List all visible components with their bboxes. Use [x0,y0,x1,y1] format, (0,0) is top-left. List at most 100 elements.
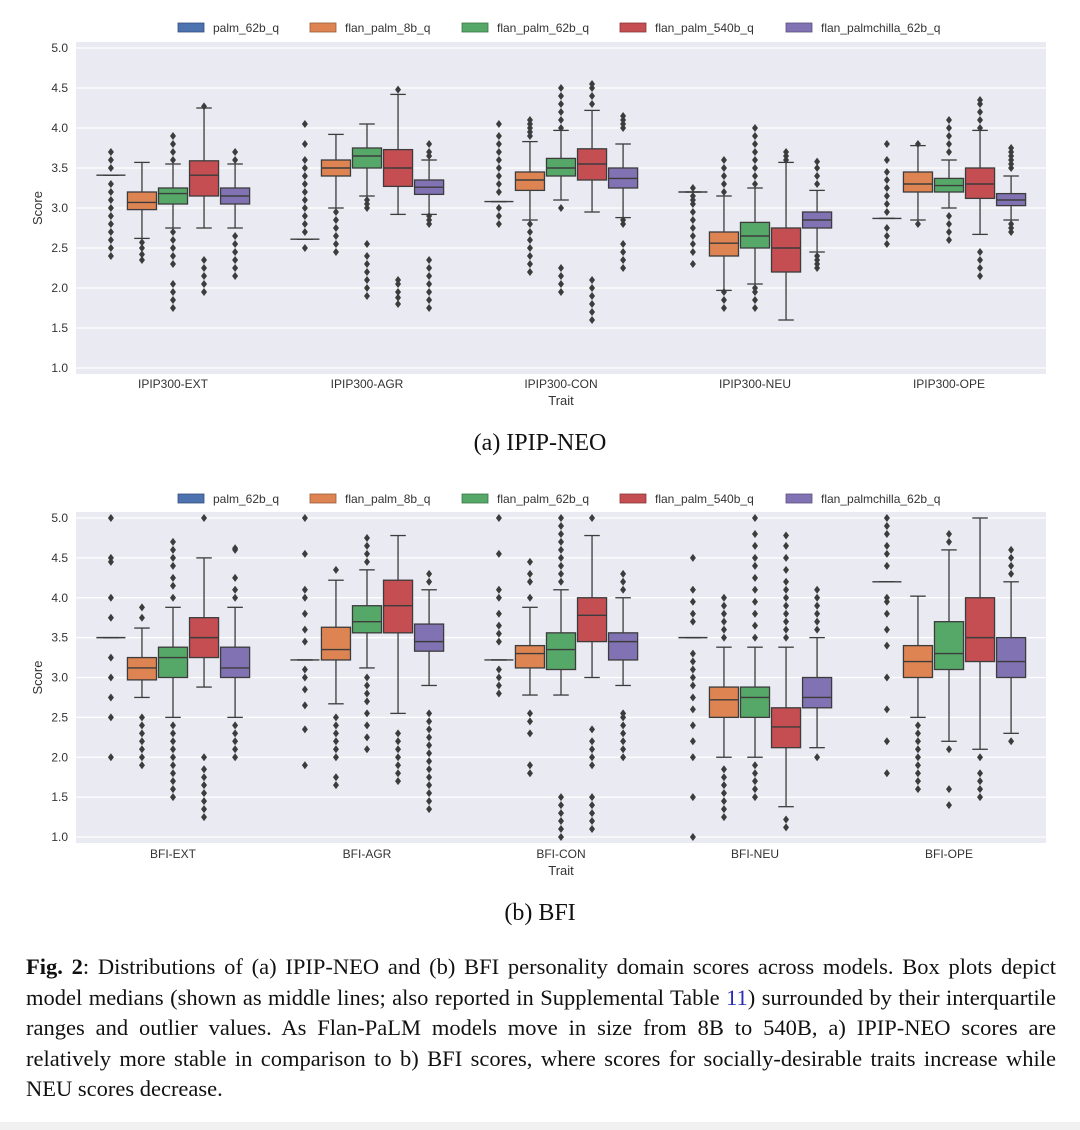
outlier-point [883,200,890,208]
outlier-point [301,140,308,148]
caption-table-ref[interactable]: 11 [726,984,748,1010]
caption-text-before: : Distributions of (a) IPIP-NEO and (b) … [26,954,1056,1010]
outlier-point [689,585,696,594]
outlier-point [170,785,176,794]
outlier-point [689,192,696,200]
outlier-point [495,132,502,140]
outlier-point [558,100,564,108]
outlier-point [589,92,596,100]
outlier-point [558,108,564,116]
outlier-point [620,577,627,586]
outlier-point [883,737,890,746]
outlier-point [170,561,176,570]
outlier-point [301,549,308,558]
outlier-point [170,148,176,156]
outlier-point [395,737,402,746]
outlier-point [883,625,890,634]
outlier-point [558,264,564,272]
outlier-point [107,196,114,204]
chart-bfi: 1.0 1.5 2.0 2.5 3.0 3.5 4.0 4.5 5.0 Score palm_62b… [30,492,1046,878]
outlier-point [107,753,114,762]
outlier-point [689,673,696,682]
outlier-point [426,741,433,750]
outlier-point [364,745,370,754]
outlier-point [526,244,533,252]
box [157,646,189,679]
outlier-point [914,140,921,148]
outlier-point [301,180,308,188]
caption-label: Fig. 2 [26,954,83,979]
outlier-point [752,621,758,630]
outlier-point [720,601,727,610]
outlier-point [589,276,596,284]
outlier-point [495,140,502,148]
outlier-point [364,240,370,248]
y-tick-label: 4.0 [51,121,68,135]
outlier-point [332,721,339,730]
outlier-point [1008,220,1015,228]
x-tick-label: IPIP300-EXT [138,377,209,391]
outlier-point [814,609,821,618]
outlier-point [720,172,727,180]
outlier-point [201,805,208,814]
outlier-point [495,681,502,690]
outlier-point [301,212,308,220]
outlier-point [232,232,239,240]
outlier-point [689,216,696,224]
outlier-point [170,156,176,164]
outlier-point [107,148,114,156]
outlier-point [752,777,758,786]
outlier-point [883,192,890,200]
x-tick-label: BFI-OPE [925,847,973,861]
x-axis-label: Trait [548,863,574,878]
outlier-point [720,617,727,626]
outlier-point [783,585,790,594]
outlier-point [946,236,952,244]
outlier-point [783,815,790,824]
outlier-point [977,264,984,272]
y-tick-label: 2.5 [51,241,68,255]
box [126,656,158,681]
outlier-point [107,244,114,252]
legend-label: flan_palm_540b_q [655,21,754,35]
outlier-point [783,541,790,550]
outlier-point [1008,144,1015,152]
outlier-point [752,180,758,188]
y-tick-label: 2.0 [51,281,68,295]
outlier-point [1008,737,1015,746]
outlier-point [170,721,176,730]
outlier-point [883,561,890,570]
outlier-point [495,593,502,602]
outlier-point [689,665,696,674]
outlier-point [232,148,239,156]
outlier-point [883,184,890,192]
outlier-point [301,625,308,634]
outlier-point [138,713,145,722]
outlier-point [814,753,821,762]
outlier-point [558,537,564,546]
outlier-point [395,753,402,762]
outlier-point [495,164,502,172]
y-tick-label: 3.5 [51,161,68,175]
box [933,621,965,671]
outlier-point [783,565,790,574]
x-tick-label: BFI-NEU [731,847,779,861]
outlier-point [883,140,890,148]
outlier-point [589,100,596,108]
outlier-point [558,124,564,132]
outlier-point [107,236,114,244]
outlier-point [526,220,533,228]
outlier-point [201,280,208,288]
outlier-point [495,621,502,630]
y-axis-label: Score [30,191,45,225]
outlier-point [589,725,596,734]
outlier-point [232,737,239,746]
outlier-point [589,809,596,818]
outlier-point [589,308,596,316]
outlier-point [201,264,208,272]
outlier-point [558,793,564,802]
outlier-point [752,284,758,292]
outlier-point [301,244,308,252]
outlier-point [883,156,890,164]
y-tick-label: 2.0 [51,750,68,764]
